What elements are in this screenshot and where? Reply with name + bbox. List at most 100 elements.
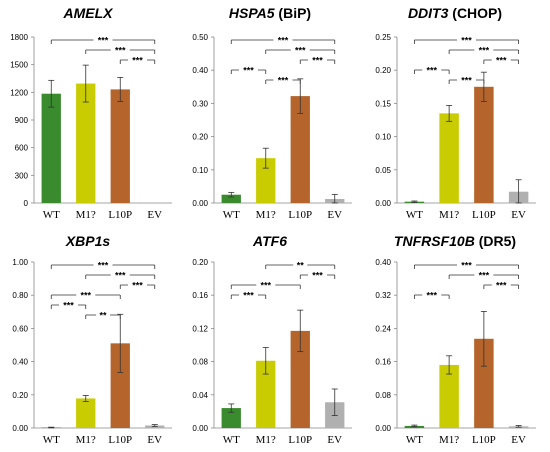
significance-label: ***: [479, 46, 490, 56]
significance-label: ***: [479, 271, 490, 281]
significance-label: ***: [115, 46, 126, 56]
chart-title-gene: ATF6: [252, 233, 287, 249]
bar-m1: [256, 158, 276, 203]
significance-label-bg: [491, 55, 511, 63]
y-tick-label: 0.00: [192, 199, 208, 208]
y-tick-label: 0.00: [375, 424, 391, 433]
y-tick-label: 0.15: [375, 99, 391, 108]
y-tick-label: 0.10: [375, 133, 391, 142]
x-tick-label: WT: [223, 434, 240, 446]
x-tick-label: EV: [147, 434, 162, 446]
x-tick-label: M1?: [256, 209, 276, 221]
y-tick-label: 0.30: [192, 99, 208, 108]
chart-title-gene: DDIT3: [408, 5, 449, 21]
chart-panel-5: TNFRSF10B (DR5) 0.00 0.08 0.16 0.24 0.32 0.40 W…: [375, 233, 536, 446]
y-tick-label: 0.20: [375, 66, 391, 75]
x-tick-label: L10P: [108, 434, 132, 446]
significance-label-bg: [59, 300, 78, 308]
x-tick-label: EV: [327, 209, 342, 221]
significance-label-bg: [76, 290, 96, 298]
bar-m1: [439, 364, 459, 428]
significance-label: ***: [243, 66, 254, 76]
significance-label: ***: [278, 76, 289, 86]
bar-m1: [76, 398, 96, 428]
bar-l10p: [110, 89, 130, 203]
y-tick-label: 0.12: [192, 324, 208, 333]
significance-label: ***: [132, 56, 143, 66]
significance-label-bg: [93, 260, 113, 268]
chart-panel-1: HSPA5 (BiP) 0.00 0.10 0.20 0.30 0.40 0.50 WT M1?…: [192, 5, 352, 221]
significance-label-bg: [293, 260, 308, 268]
x-tick-label: M1?: [256, 434, 276, 446]
chart-title-suffix: (CHOP): [448, 5, 502, 21]
x-tick-label: L10P: [472, 434, 496, 446]
significance-label-bg: [457, 35, 476, 43]
significance-label-bg: [110, 45, 130, 53]
x-tick-label: EV: [327, 434, 342, 446]
bar-wt: [221, 408, 241, 428]
bar-l10p: [110, 343, 130, 428]
significance-label-bg: [239, 65, 258, 73]
significance-label: ***: [98, 36, 109, 46]
x-tick-label: M1?: [439, 434, 459, 446]
significance-label-bg: [422, 290, 442, 298]
significance-label-bg: [93, 35, 113, 43]
chart-title: DDIT3 (CHOP): [408, 5, 502, 21]
significance-label: **: [99, 311, 107, 321]
y-tick-label: 0.00: [375, 199, 391, 208]
significance-label: ***: [278, 36, 289, 46]
y-tick-label: 0.05: [375, 166, 391, 175]
significance-label-bg: [290, 45, 310, 53]
y-tick-label: 0.08: [375, 391, 391, 400]
x-tick-label: M1?: [439, 209, 459, 221]
y-tick-label: 0.00: [192, 424, 208, 433]
significance-label: ***: [295, 46, 306, 56]
x-tick-label: L10P: [288, 434, 312, 446]
chart-title: HSPA5 (BiP): [229, 5, 311, 21]
bar-l10p: [474, 338, 494, 428]
significance-label: **: [297, 261, 305, 271]
significance-label-bg: [239, 290, 258, 298]
significance-label-bg: [474, 270, 494, 278]
y-tick-label: 1500: [10, 61, 28, 70]
chart-panel-0: AMELX 0 300 600 900 1200 1500 1800 WT M1? L10P EV **…: [10, 5, 172, 221]
chart-panel-4: ATF6 0.00 0.04 0.08 0.12 0.16 0.20 WT M1? L10P EV *…: [192, 233, 352, 446]
bar-m1: [439, 113, 459, 203]
chart-title-gene: AMELX: [63, 5, 115, 21]
chart-title-gene: HSPA5: [229, 5, 275, 21]
y-tick-label: 0.50: [192, 33, 208, 42]
y-tick-label: 0.20: [192, 133, 208, 142]
y-tick-label: 1.00: [12, 258, 28, 267]
significance-label: ***: [496, 56, 507, 66]
chart-title: AMELX: [63, 5, 115, 21]
x-tick-label: WT: [406, 209, 423, 221]
significance-label-bg: [96, 310, 110, 318]
bar-m1: [256, 360, 276, 428]
bar-wt: [41, 93, 61, 203]
significance-label: ***: [132, 281, 143, 291]
chart-title-gene: TNFRSF10B: [394, 233, 475, 249]
y-tick-label: 0.60: [12, 324, 28, 333]
y-tick-label: 0.16: [192, 291, 208, 300]
chart-title: ATF6: [252, 233, 287, 249]
significance-label-bg: [128, 280, 147, 288]
bar-l10p: [290, 330, 310, 428]
y-tick-label: 0.20: [192, 258, 208, 267]
significance-label-bg: [457, 75, 476, 83]
y-tick-label: 0.04: [192, 391, 208, 400]
y-tick-label: 600: [15, 144, 29, 153]
chart-title-gene: XBP1s: [65, 233, 111, 249]
y-tick-label: 1200: [10, 88, 28, 97]
significance-label: ***: [461, 36, 472, 46]
x-tick-label: EV: [511, 434, 526, 446]
y-tick-label: 0.08: [192, 358, 208, 367]
x-tick-label: WT: [43, 209, 60, 221]
x-tick-label: L10P: [108, 209, 132, 221]
significance-label-bg: [422, 65, 442, 73]
x-tick-label: L10P: [472, 209, 496, 221]
y-tick-label: 0.10: [192, 166, 208, 175]
bar-l10p: [290, 96, 310, 203]
significance-label-bg: [273, 35, 293, 43]
y-tick-label: 0.32: [375, 291, 391, 300]
